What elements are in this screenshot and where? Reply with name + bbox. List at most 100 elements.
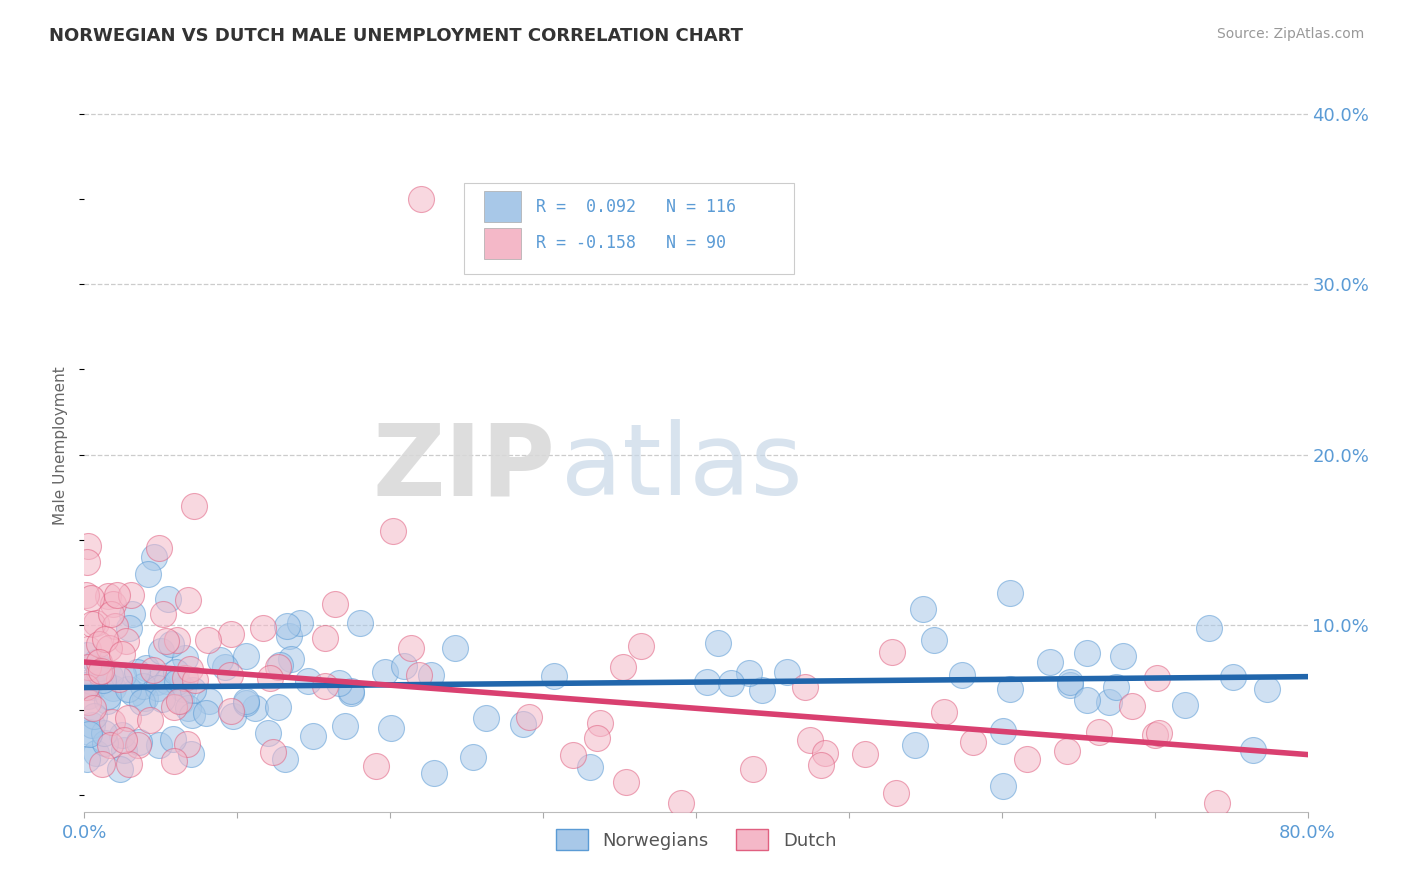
Legend: Norwegians, Dutch: Norwegians, Dutch	[548, 822, 844, 857]
Point	[517, 710, 540, 724]
Point	[176, 737, 198, 751]
Point	[112, 732, 135, 747]
Point	[84, 615, 107, 630]
Point	[100, 669, 122, 683]
Point	[720, 676, 742, 690]
Point	[93, 632, 115, 646]
Point	[142, 663, 165, 677]
Point	[1256, 682, 1278, 697]
Point	[155, 634, 177, 648]
Point	[76, 690, 98, 704]
Point	[101, 597, 124, 611]
Point	[194, 706, 217, 720]
Point	[589, 715, 612, 730]
Point	[443, 640, 465, 655]
Point	[707, 636, 730, 650]
Point	[1206, 796, 1229, 810]
Point	[616, 775, 638, 789]
Y-axis label: Male Unemployment: Male Unemployment	[53, 367, 69, 525]
Point	[117, 682, 139, 697]
Point	[741, 763, 763, 777]
Point	[1017, 752, 1039, 766]
Point	[409, 192, 432, 206]
Point	[399, 640, 422, 655]
Point	[77, 660, 100, 674]
Point	[136, 566, 159, 581]
Point	[422, 766, 444, 780]
Point	[134, 691, 156, 706]
Point	[87, 661, 110, 675]
Point	[157, 591, 180, 606]
Point	[420, 668, 443, 682]
Point	[1198, 621, 1220, 635]
Point	[269, 657, 291, 672]
Point	[219, 668, 242, 682]
Point	[221, 704, 243, 718]
Point	[146, 681, 169, 696]
Point	[108, 672, 131, 686]
Point	[181, 682, 204, 697]
Point	[252, 621, 274, 635]
Text: R = -0.158   N = 90: R = -0.158 N = 90	[536, 235, 725, 252]
Point	[799, 732, 821, 747]
Point	[1000, 681, 1022, 696]
Point	[512, 716, 534, 731]
Point	[173, 671, 195, 685]
Point	[148, 541, 170, 555]
Point	[80, 718, 103, 732]
Point	[991, 723, 1014, 738]
Point	[93, 736, 115, 750]
Point	[122, 686, 145, 700]
Point	[166, 675, 188, 690]
Point	[1039, 656, 1062, 670]
Point	[302, 729, 325, 743]
Text: NORWEGIAN VS DUTCH MALE UNEMPLOYMENT CORRELATION CHART: NORWEGIAN VS DUTCH MALE UNEMPLOYMENT COR…	[49, 27, 744, 45]
Point	[297, 674, 319, 689]
Text: atlas: atlas	[561, 419, 803, 516]
Point	[579, 760, 602, 774]
Point	[115, 633, 138, 648]
Point	[84, 746, 107, 760]
Point	[132, 679, 155, 693]
Point	[197, 632, 219, 647]
Point	[128, 735, 150, 749]
Point	[993, 779, 1015, 793]
Point	[904, 739, 927, 753]
Point	[794, 681, 817, 695]
Point	[1147, 726, 1170, 740]
Point	[76, 752, 98, 766]
Point	[243, 701, 266, 715]
Point	[328, 676, 350, 690]
Point	[112, 667, 135, 681]
Point	[162, 731, 184, 746]
Point	[911, 602, 934, 616]
FancyBboxPatch shape	[484, 228, 522, 259]
Point	[219, 627, 242, 641]
Point	[814, 746, 837, 760]
Point	[886, 786, 908, 800]
Point	[1076, 693, 1098, 707]
Point	[101, 681, 124, 695]
Point	[1098, 695, 1121, 709]
Point	[127, 665, 149, 679]
Point	[183, 499, 205, 513]
Point	[167, 694, 190, 708]
Point	[96, 694, 118, 708]
Point	[1059, 678, 1081, 692]
Point	[152, 607, 174, 621]
Point	[163, 754, 186, 768]
Point	[93, 726, 115, 740]
Point	[1112, 648, 1135, 663]
Point	[104, 619, 127, 633]
Point	[143, 549, 166, 564]
Point	[408, 668, 430, 682]
Point	[76, 648, 98, 662]
Point	[76, 556, 98, 570]
Point	[80, 673, 103, 688]
Point	[177, 592, 200, 607]
Point	[76, 539, 98, 553]
Point	[83, 709, 105, 723]
Point	[80, 617, 103, 632]
Point	[160, 637, 183, 651]
Point	[612, 660, 634, 674]
